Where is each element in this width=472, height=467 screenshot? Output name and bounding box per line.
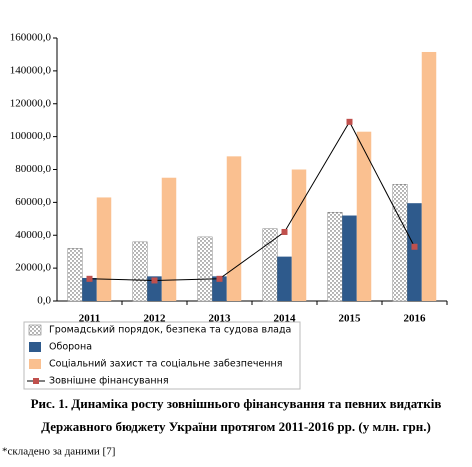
- bar: [407, 203, 422, 301]
- y-tick-label: 140000,0: [10, 64, 52, 76]
- legend-label: Оборона: [49, 342, 92, 353]
- legend-label: Соціальний захист та соціальне забезпече…: [49, 359, 282, 370]
- caption: Державного бюджету України протягом 2011…: [41, 419, 431, 434]
- bar: [342, 215, 357, 301]
- bar: [67, 248, 83, 302]
- legend-swatch: [29, 342, 41, 352]
- x-tick-label: 2016: [404, 313, 427, 325]
- x-tick-label: 2014: [274, 313, 297, 325]
- bar: [421, 51, 437, 301]
- bar: [226, 156, 242, 301]
- y-tick-label: 20000,0: [15, 262, 51, 274]
- line: [89, 120, 415, 281]
- y-tick-label: 100000,0: [10, 130, 52, 142]
- marker: [411, 243, 418, 250]
- y-tick-label: 40000,0: [15, 229, 51, 241]
- legend-swatch: [29, 359, 41, 369]
- y-tick-label: 0,0: [37, 295, 51, 307]
- x-tick-label: 2013: [209, 313, 232, 325]
- x-tick-label: 2015: [339, 313, 362, 325]
- marker: [151, 277, 158, 284]
- y-tick-label: 160000,0: [10, 32, 52, 44]
- bar: [277, 256, 292, 301]
- x-tick-label: 2011: [79, 313, 100, 325]
- bar: [82, 277, 97, 301]
- bar: [291, 169, 307, 301]
- bar: [356, 131, 372, 301]
- legend-marker: [33, 378, 39, 384]
- caption: Рис. 1. Динаміка росту зовнішнього фінан…: [31, 396, 442, 411]
- bar: [161, 177, 177, 301]
- legend-frame: [23, 321, 301, 390]
- marker: [346, 118, 353, 125]
- bar: [262, 228, 278, 302]
- y-tick-label: 120000,0: [10, 97, 52, 109]
- legend-swatch: [28, 324, 42, 336]
- x-tick-label: 2012: [144, 313, 167, 325]
- y-tick-label: 60000,0: [15, 196, 51, 208]
- bar: [212, 276, 227, 301]
- legend-label: Громадський порядок, безпека та судова в…: [49, 325, 291, 336]
- marker: [86, 275, 93, 282]
- bar: [96, 197, 112, 301]
- marker: [216, 275, 223, 282]
- bar: [197, 236, 213, 302]
- legend-label: Зовнішне фінансування: [49, 376, 169, 387]
- note: *складено за даними [7]: [2, 446, 115, 458]
- bar: [132, 241, 148, 302]
- bar: [327, 211, 343, 302]
- marker: [281, 228, 288, 235]
- y-tick-label: 80000,0: [15, 163, 51, 175]
- bar: [392, 184, 408, 302]
- bar: [147, 276, 162, 301]
